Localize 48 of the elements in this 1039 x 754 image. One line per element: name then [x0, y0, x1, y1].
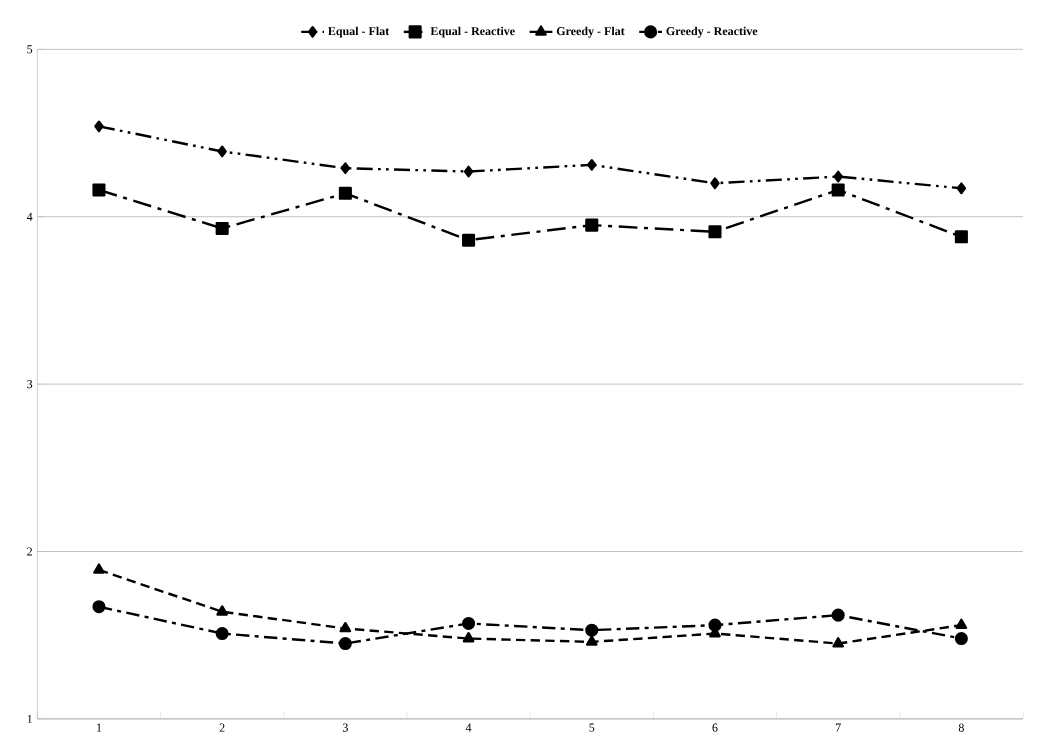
legend-label: Equal - Flat: [328, 26, 390, 38]
point: [463, 165, 474, 178]
point: [708, 618, 722, 632]
point: [215, 627, 229, 641]
point: [215, 222, 229, 236]
point: [340, 162, 351, 175]
x-tick-label: 5: [589, 723, 595, 732]
point: [92, 183, 106, 197]
point: [831, 608, 845, 622]
x-tick-label: 2: [219, 723, 225, 732]
point: [216, 605, 228, 616]
y-tick-label: 3: [27, 380, 33, 389]
point: [94, 120, 104, 133]
point: [954, 230, 968, 244]
point: [462, 233, 476, 247]
x-tick-label: 4: [465, 723, 472, 732]
point: [217, 145, 227, 158]
y-tick-label: 2: [27, 547, 32, 556]
point: [832, 637, 844, 648]
point: [338, 186, 352, 201]
point: [708, 225, 722, 239]
x-tick-label: 8: [958, 723, 964, 732]
point: [338, 637, 352, 651]
legend-label: Equal - Reactive: [430, 26, 515, 38]
point: [710, 177, 720, 190]
point: [954, 632, 968, 646]
y-tick-label: 4: [26, 212, 33, 221]
point: [93, 563, 105, 574]
point: [339, 622, 352, 633]
point: [831, 183, 845, 197]
point: [585, 623, 599, 637]
point: [956, 182, 967, 195]
point: [833, 170, 843, 183]
x-tick-label: 3: [342, 723, 348, 732]
point: [955, 618, 968, 630]
point: [462, 617, 476, 631]
point: [92, 600, 106, 614]
point: [585, 635, 598, 646]
point: [587, 159, 597, 171]
x-tick-label: 6: [712, 723, 718, 732]
point: [462, 632, 475, 643]
y-tick-label: 5: [27, 45, 33, 54]
point: [585, 218, 599, 232]
y-tick-label: 1: [27, 715, 32, 724]
legend-label: Greedy - Reactive: [666, 26, 758, 38]
x-tick-label: 7: [835, 723, 841, 732]
legend-label: Greedy - Flat: [556, 26, 625, 38]
x-tick-label: 1: [97, 723, 102, 732]
